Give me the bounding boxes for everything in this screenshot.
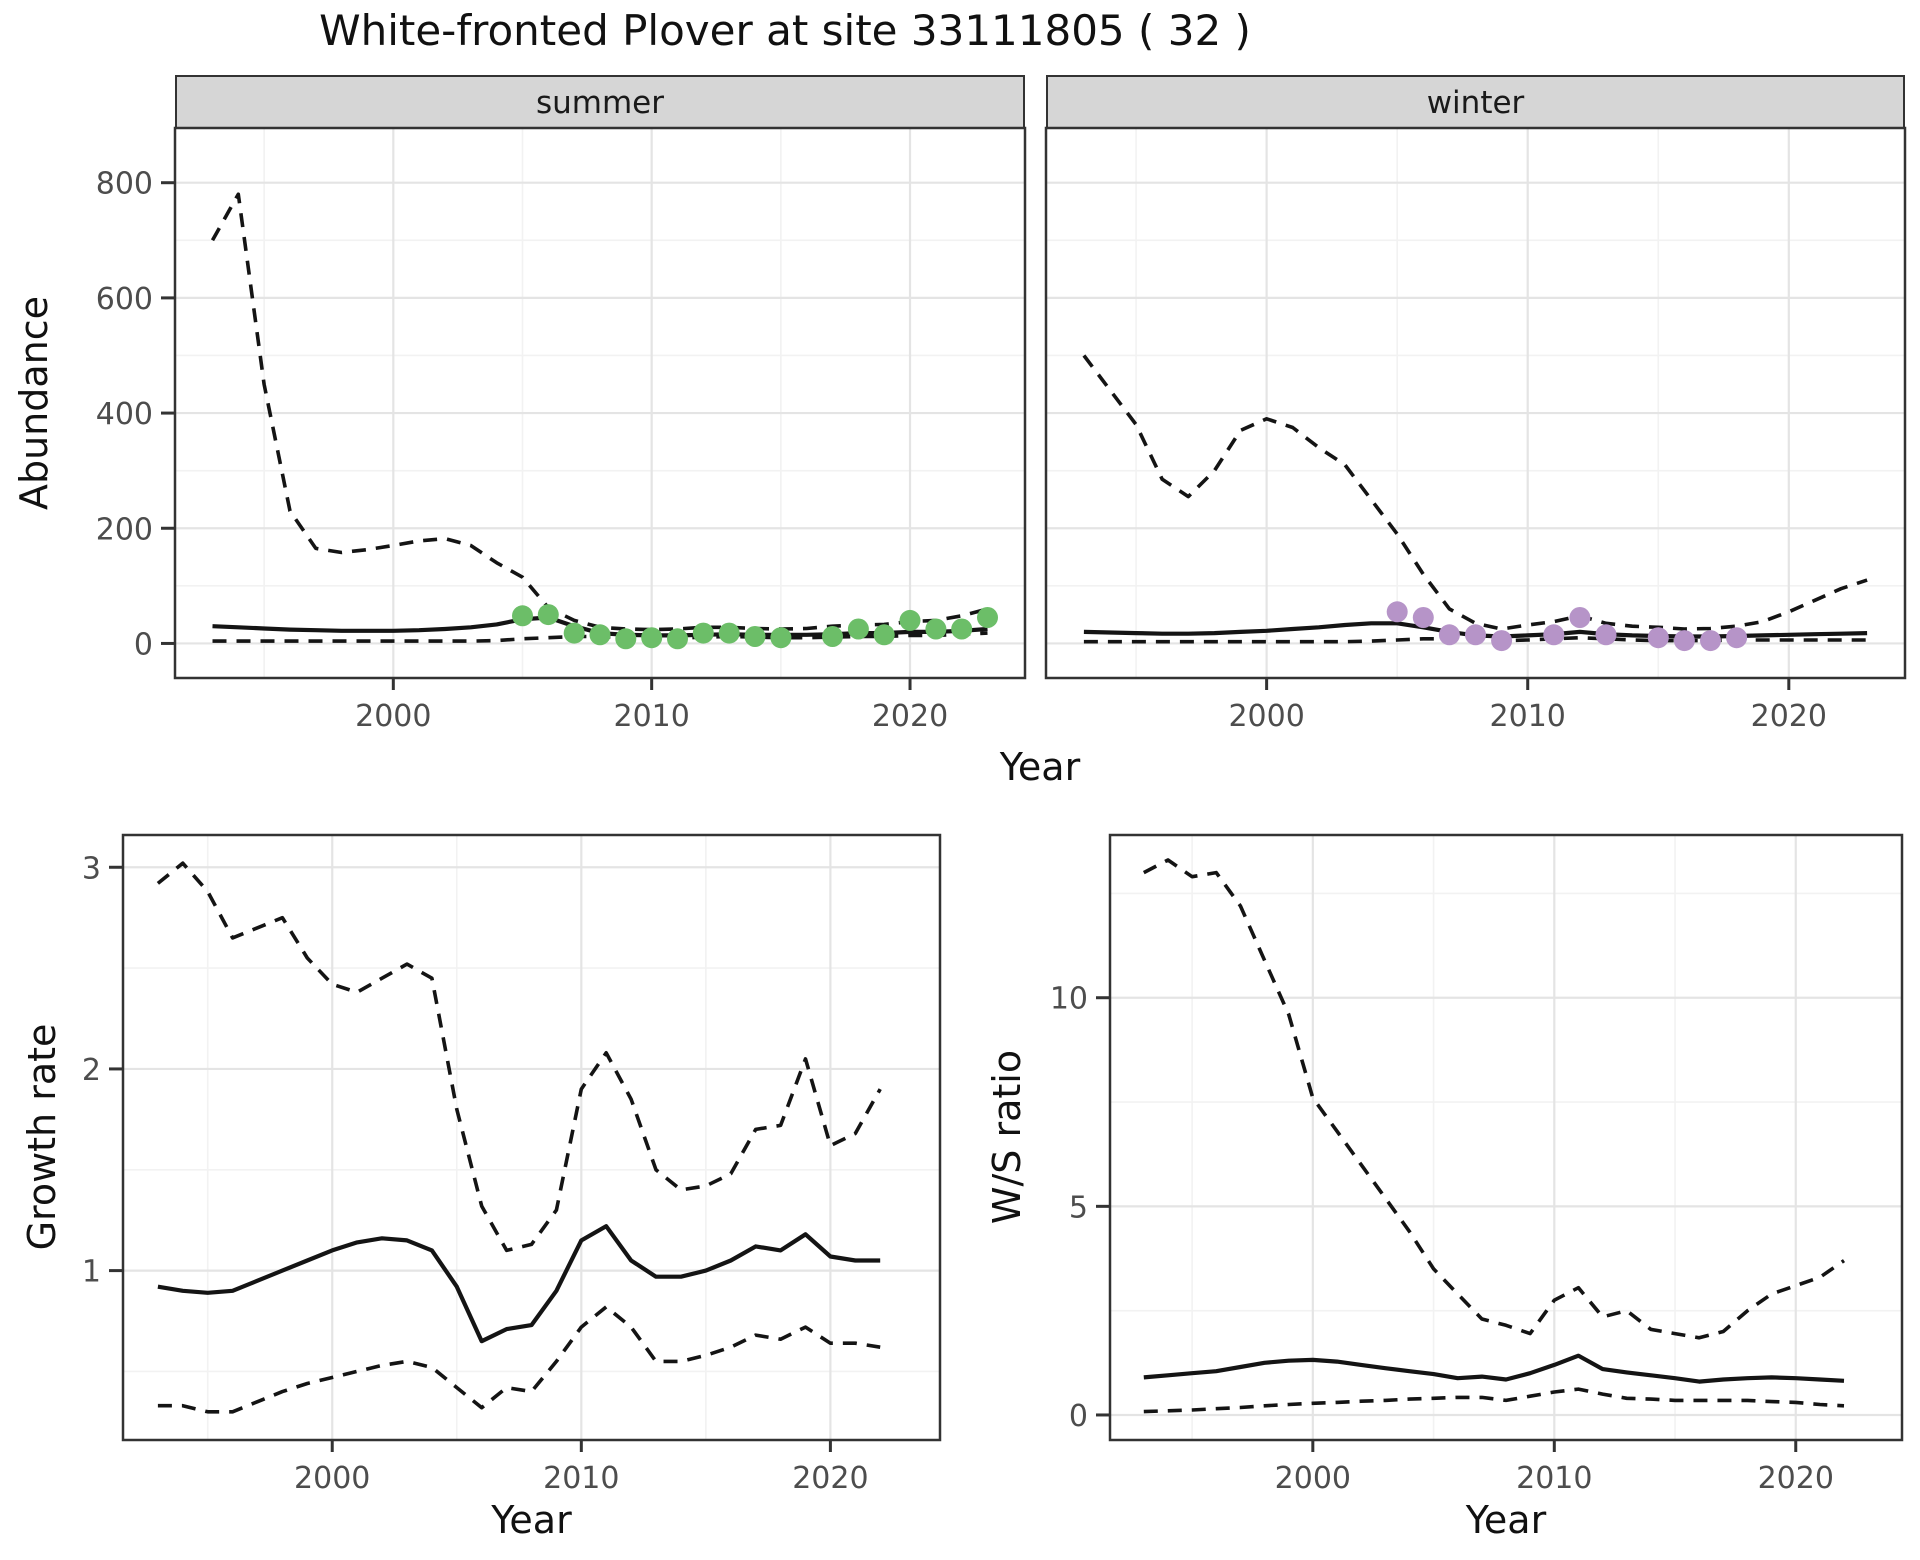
observation-point bbox=[770, 627, 792, 649]
observation-point bbox=[1595, 624, 1617, 646]
facet-strip-winter-label: winter bbox=[1426, 84, 1525, 121]
x-tick-label: 2010 bbox=[1516, 1461, 1592, 1496]
observation-point bbox=[615, 628, 637, 650]
observation-point bbox=[744, 626, 766, 647]
x-tick-label: 2010 bbox=[613, 699, 689, 734]
median-line bbox=[1143, 1353, 1845, 1384]
year-axis-title-top: Year bbox=[999, 745, 1081, 789]
panel-background bbox=[1046, 128, 1905, 678]
growth-rate-panel: 2000 2010 2020 1 2 3 bbox=[82, 833, 942, 1496]
x-tick-label: 2000 bbox=[355, 699, 431, 734]
observation-point bbox=[1386, 601, 1408, 623]
observation-point bbox=[847, 618, 869, 640]
observation-point bbox=[718, 622, 740, 644]
credible-interval-line bbox=[157, 1305, 881, 1414]
estimate-lines bbox=[156, 861, 882, 1414]
x-tick-label: 2000 bbox=[1228, 699, 1304, 734]
y-tick-label: 0 bbox=[134, 627, 153, 662]
winter-abundance-panel: 2000 2010 2020 bbox=[1044, 126, 1907, 734]
y-tick-label: 0 bbox=[1069, 1399, 1088, 1434]
panel-border bbox=[121, 833, 942, 1442]
gridlines bbox=[1110, 835, 1902, 1440]
y-tick-label: 2 bbox=[82, 1053, 101, 1088]
credible-interval-line bbox=[156, 861, 882, 1253]
ws-ratio-panel: 2000 2010 2020 0 5 10 bbox=[1050, 833, 1904, 1496]
panel-background bbox=[175, 128, 1025, 678]
axis-ticks: 2000 2010 2020 1 2 3 bbox=[82, 851, 869, 1496]
y-tick-label: 5 bbox=[1069, 1190, 1088, 1225]
axis-ticks: 2000 2010 2020 0 5 10 bbox=[1050, 982, 1834, 1496]
credible-interval-line bbox=[1143, 1387, 1845, 1414]
x-tick-label: 2020 bbox=[872, 699, 948, 734]
x-tick-label: 2020 bbox=[1758, 1461, 1834, 1496]
axis-ticks: 2000 2010 2020 0 200 400 600 800 bbox=[96, 167, 948, 734]
observation-point bbox=[537, 604, 559, 626]
observation-point bbox=[822, 626, 843, 647]
observation-point bbox=[1726, 627, 1748, 649]
observation-point bbox=[667, 628, 688, 650]
median-line bbox=[157, 1224, 881, 1344]
y-tick-label: 800 bbox=[96, 167, 153, 202]
page-title: White-fronted Plover at site 33111805 ( … bbox=[319, 6, 1251, 55]
x-tick-label: 2010 bbox=[543, 1461, 619, 1496]
observation-point bbox=[951, 618, 973, 640]
estimate-lines bbox=[1142, 858, 1846, 1414]
x-tick-label: 2000 bbox=[294, 1461, 370, 1496]
x-tick-label: 2020 bbox=[1751, 699, 1827, 734]
observation-point bbox=[1647, 627, 1669, 649]
observation-point bbox=[1412, 607, 1434, 628]
panel-background bbox=[1110, 835, 1902, 1440]
x-tick-label: 2010 bbox=[1490, 699, 1566, 734]
panel-border bbox=[173, 126, 1027, 680]
x-tick-label: 2000 bbox=[1275, 1461, 1351, 1496]
observation-point bbox=[925, 618, 947, 640]
observation-points bbox=[1386, 601, 1748, 652]
panel-border bbox=[1108, 833, 1904, 1442]
facet-strip-summer: summer bbox=[175, 75, 1025, 130]
year-axis-title-growth: Year bbox=[491, 1498, 572, 1542]
facet-strip-summer-label: summer bbox=[535, 84, 664, 121]
y-tick-label: 1 bbox=[82, 1255, 101, 1290]
observation-point bbox=[873, 624, 895, 646]
observation-point bbox=[589, 624, 611, 646]
y-tick-label: 600 bbox=[96, 282, 153, 317]
observation-point bbox=[1569, 607, 1591, 628]
observation-point bbox=[1673, 630, 1695, 652]
summer-abundance-panel: 2000 2010 2020 0 200 400 600 800 bbox=[96, 126, 1027, 734]
observation-point bbox=[512, 605, 533, 627]
observation-point bbox=[1491, 630, 1513, 652]
observation-point bbox=[899, 609, 921, 631]
x-tick-label: 2020 bbox=[792, 1461, 868, 1496]
observation-points bbox=[512, 604, 998, 650]
panel-border bbox=[1044, 126, 1907, 680]
gridlines bbox=[123, 835, 940, 1440]
credible-interval-line bbox=[1142, 858, 1846, 1340]
observation-point bbox=[1700, 630, 1721, 652]
y-tick-label: 3 bbox=[82, 851, 101, 886]
axis-ticks: 2000 2010 2020 bbox=[1228, 678, 1827, 734]
observation-point bbox=[692, 622, 714, 644]
year-axis-title-ws: Year bbox=[1465, 1498, 1547, 1542]
y-tick-label: 200 bbox=[96, 512, 153, 547]
panel-background bbox=[123, 835, 940, 1440]
observation-point bbox=[1438, 624, 1460, 646]
y-tick-label: 400 bbox=[96, 397, 153, 432]
gridlines bbox=[175, 128, 1025, 678]
observation-point bbox=[977, 607, 998, 628]
observation-point bbox=[1543, 624, 1565, 646]
observation-point bbox=[641, 627, 663, 649]
observation-point bbox=[563, 622, 585, 644]
observation-point bbox=[1465, 624, 1486, 646]
y-tick-label: 10 bbox=[1050, 982, 1088, 1017]
